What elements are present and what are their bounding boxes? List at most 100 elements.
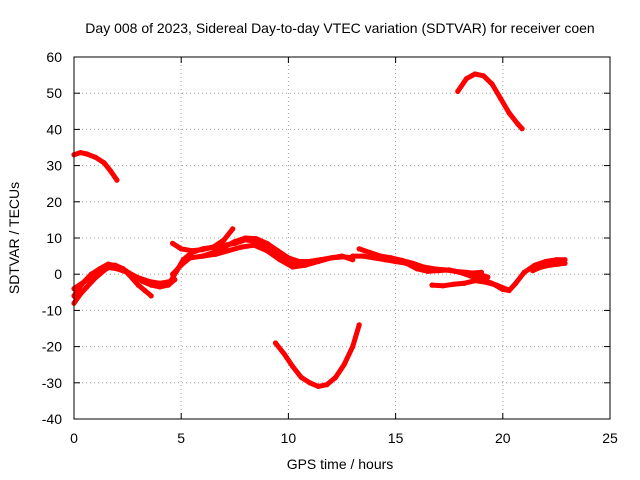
data-point xyxy=(275,248,281,254)
data-point xyxy=(515,121,521,127)
data-point xyxy=(277,257,283,263)
sdtvar-arc-15 xyxy=(455,71,525,132)
y-tick-label: 0 xyxy=(54,266,62,282)
data-point xyxy=(242,235,249,241)
data-point xyxy=(489,81,495,87)
data-point xyxy=(461,280,467,286)
data-point xyxy=(367,249,373,256)
y-tick-label: 10 xyxy=(46,230,62,246)
data-point xyxy=(114,177,120,183)
data-point xyxy=(472,71,478,77)
data-point xyxy=(82,278,88,284)
grid xyxy=(74,57,610,419)
axis-ticks: 0 5 10 15 20 25 -40 -30 -20 -10 0 10 20 30 40 50 60 xyxy=(42,49,618,446)
y-tick-label: -40 xyxy=(42,411,62,427)
data-point xyxy=(324,382,330,388)
data-point xyxy=(318,257,324,263)
data-point xyxy=(307,380,313,386)
data-point xyxy=(281,351,287,357)
data-point xyxy=(519,126,525,132)
data-point xyxy=(562,260,568,266)
data-point xyxy=(393,258,399,265)
data-point xyxy=(148,293,154,299)
data-point xyxy=(264,240,270,246)
data-point xyxy=(189,248,195,254)
x-tick-label: 15 xyxy=(388,430,404,446)
data-point xyxy=(489,280,495,286)
data-point xyxy=(238,244,244,250)
x-tick-label: 20 xyxy=(495,430,511,446)
data-point xyxy=(200,253,206,259)
data-point xyxy=(350,344,356,350)
data-point xyxy=(356,322,362,328)
data-point xyxy=(125,269,131,275)
data-point xyxy=(480,73,487,79)
data-point xyxy=(251,242,257,248)
y-axis-label: SDTVAR / TECUs xyxy=(6,182,22,294)
data-point xyxy=(101,160,107,166)
data-point xyxy=(382,257,388,263)
data-point xyxy=(333,374,339,380)
sdtvar-arc-4 xyxy=(71,264,173,292)
data-point xyxy=(341,362,347,368)
y-tick-label: -30 xyxy=(42,375,62,391)
data-point xyxy=(170,240,176,246)
data-point xyxy=(290,264,296,270)
x-tick-label: 10 xyxy=(281,430,297,446)
data-point xyxy=(425,268,431,274)
data-point xyxy=(135,282,141,288)
data-point xyxy=(468,273,474,279)
data-point xyxy=(455,88,461,94)
data-point xyxy=(478,269,484,275)
data-point xyxy=(513,280,519,286)
data-point xyxy=(210,249,216,256)
data-point xyxy=(146,278,152,284)
data-point xyxy=(272,340,279,346)
data-point xyxy=(221,244,227,250)
data-point xyxy=(356,246,362,252)
data-point xyxy=(114,266,120,272)
data-point xyxy=(178,246,184,252)
data-point xyxy=(403,260,409,266)
data-point xyxy=(170,271,176,277)
data-point xyxy=(360,253,366,259)
data-point xyxy=(450,281,457,287)
data-point xyxy=(457,269,463,275)
y-tick-label: 30 xyxy=(46,158,62,174)
y-tick-label: -10 xyxy=(42,302,62,318)
data-point xyxy=(506,110,512,116)
data-point xyxy=(157,280,163,286)
data-point xyxy=(200,247,206,253)
data-point xyxy=(167,278,174,284)
data-point xyxy=(210,244,216,250)
chart-title: Day 008 of 2023, Sidereal Day-to-day VTE… xyxy=(85,20,594,36)
x-tick-label: 0 xyxy=(70,430,78,446)
data-point xyxy=(264,248,270,254)
data-traces xyxy=(71,71,568,389)
data-point xyxy=(530,268,536,274)
data-point xyxy=(429,282,435,288)
data-point xyxy=(230,226,236,232)
data-point xyxy=(178,262,184,268)
y-tick-label: 50 xyxy=(46,85,62,101)
x-tick-label: 25 xyxy=(602,430,618,446)
data-point xyxy=(521,269,527,275)
data-point xyxy=(547,262,553,268)
data-point xyxy=(532,262,538,268)
data-point xyxy=(555,261,562,267)
data-point xyxy=(285,255,291,261)
data-point xyxy=(446,267,452,273)
x-axis-label: GPS time / hours xyxy=(287,456,394,472)
data-point xyxy=(485,274,491,280)
data-point xyxy=(553,257,560,263)
data-point xyxy=(290,363,296,370)
data-point xyxy=(538,264,545,270)
data-point xyxy=(435,268,442,274)
data-point xyxy=(371,255,377,261)
data-point xyxy=(328,255,334,261)
data-point xyxy=(142,287,148,294)
data-point xyxy=(225,248,231,254)
data-point xyxy=(253,236,259,242)
data-point xyxy=(350,253,356,259)
